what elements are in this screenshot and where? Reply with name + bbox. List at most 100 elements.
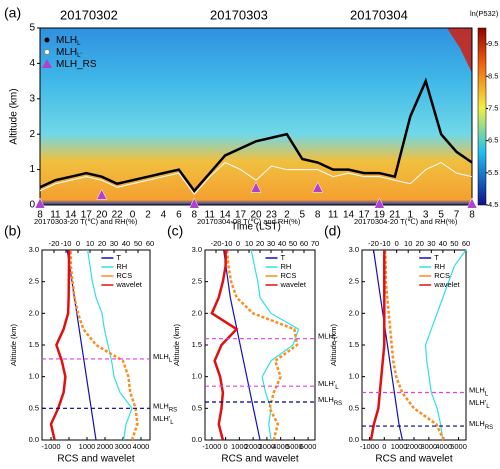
mlh-label: MLHL: [153, 352, 173, 364]
x2-tick-label: -20: [368, 239, 379, 248]
x-tick-label: 23: [266, 210, 278, 221]
x-tick-label: 1: [408, 210, 414, 221]
x-tick-label: 0: [382, 442, 386, 451]
x2-tick-label: 10: [404, 239, 412, 248]
legend-marker: [44, 37, 50, 43]
y-tick-label: 1: [29, 164, 35, 175]
x-tick-label: 0: [67, 442, 71, 451]
x-tick-label: 14: [343, 210, 355, 221]
colorbar-tick-label: 8.5: [488, 71, 498, 80]
x-tick-label: 20: [250, 210, 262, 221]
legend-label-main: MLH: [56, 47, 77, 58]
y-tick-label: 0: [29, 200, 35, 211]
x-tick-label: 3000: [259, 442, 276, 451]
x-tick-label: 5000: [286, 442, 303, 451]
x-axis-label: RCS and wavelet: [221, 454, 298, 465]
mlh-label: MLH'L: [318, 379, 339, 391]
y-tick-label: 3: [29, 93, 35, 104]
x-tick-label: 14: [220, 210, 232, 221]
mlh-label-main: MLH: [469, 419, 485, 428]
x-tick-label: 4000: [272, 442, 289, 451]
y-tick-label: 3.0: [29, 245, 39, 254]
legend-label-sub: L': [77, 53, 81, 59]
mlh-label-main: MLH: [153, 352, 169, 361]
legend-label: T: [116, 253, 121, 262]
panel-title: 20170303-20 T(℃) and RH(%): [34, 217, 138, 226]
y-tick-label: 0.0: [349, 435, 359, 444]
y-tick-label: 0.5: [192, 403, 202, 412]
x-tick-label: 11: [328, 210, 339, 221]
x2-tick-label: 60: [146, 239, 154, 248]
mlh-label-main: MLH': [153, 414, 171, 423]
legend-label: RH: [281, 262, 292, 271]
mlh-label-main: MLH: [469, 385, 485, 394]
x2-tick-label: 0: [76, 239, 80, 248]
y-tick-label: 2: [29, 129, 35, 140]
x-tick-label: 17: [358, 210, 370, 221]
colorbar-tick-label: 7.5: [488, 103, 498, 112]
mlh-label: MLH'L: [153, 414, 174, 426]
x-tick-label: 7: [454, 210, 460, 221]
x2-tick-label: -20: [211, 239, 222, 248]
x-tick-label: 1000: [231, 442, 248, 451]
y-tick-label: 2.0: [349, 308, 359, 317]
legend-marker: [44, 49, 50, 55]
x-tick-label: 5: [438, 210, 444, 221]
x2-tick-label: -10: [380, 239, 391, 248]
mlh-label-sub: RS: [485, 425, 493, 431]
x-tick-label: 3000: [115, 442, 132, 451]
panel-label: (c): [167, 223, 183, 239]
y-tick-label: 3.0: [192, 245, 202, 254]
x2-tick-label: 50: [450, 239, 458, 248]
mlh-label-sub: RS: [334, 401, 342, 407]
rs-marker: [466, 197, 478, 209]
y-tick-label: 3.0: [349, 245, 359, 254]
x-tick-label: 5: [300, 210, 306, 221]
x-tick-label: 20: [96, 210, 108, 221]
legend-label: MLH_RS: [56, 59, 97, 70]
y-tick-label: 2.5: [349, 277, 359, 286]
legend-label: wavelet: [280, 280, 307, 289]
colorbar-tick-label: 9.5: [488, 39, 498, 48]
rs-marker: [312, 181, 324, 193]
mlh-label-sub: L: [334, 337, 338, 343]
rs-marker: [250, 181, 262, 193]
x-tick-label: 22: [112, 210, 124, 221]
rs-marker: [374, 197, 385, 209]
legend-label: T: [281, 253, 286, 262]
y-tick-label: 2.5: [29, 277, 39, 286]
x2-tick-label: 0: [236, 239, 240, 248]
mlh-label-main: MLH': [318, 379, 336, 388]
profile-line: [372, 249, 404, 441]
mlh-label-main: MLH: [153, 401, 169, 410]
y-axis-label: Altitude (km): [9, 323, 18, 366]
profile-line: [383, 249, 445, 441]
mlh-label: MLHRS: [469, 419, 493, 431]
mlh-label: MLHL: [318, 332, 338, 344]
legend-label: RH: [434, 262, 445, 271]
x2-tick-label: 0: [395, 239, 399, 248]
x-tick-label: 21: [389, 210, 401, 221]
y-tick-label: 1.0: [349, 372, 359, 381]
x-tick-label: 1000: [79, 442, 96, 451]
y-tick-label: 5: [29, 23, 35, 34]
profile-line: [223, 249, 261, 441]
x-tick-label: 4: [161, 210, 167, 221]
y-tick-label: 1.0: [192, 372, 202, 381]
mlh-label-main: MLH: [318, 395, 334, 404]
x-tick-label: 5000: [450, 442, 467, 451]
x-tick-label: 8: [469, 210, 475, 221]
profile-line: [424, 249, 467, 441]
x-tick-label: 17: [81, 210, 93, 221]
frame: [39, 27, 473, 206]
x2-tick-label: 20: [416, 239, 424, 248]
x2-tick-label: 10: [245, 239, 253, 248]
y-tick-label: 0.0: [192, 435, 202, 444]
legend-label: RH: [116, 262, 127, 271]
legend-label: RCS: [434, 271, 450, 280]
mlh-label-main: MLH': [469, 398, 487, 407]
x-tick-label: 8: [37, 210, 43, 221]
y-tick-label: 2.5: [192, 277, 202, 286]
profile-line: [210, 250, 239, 441]
